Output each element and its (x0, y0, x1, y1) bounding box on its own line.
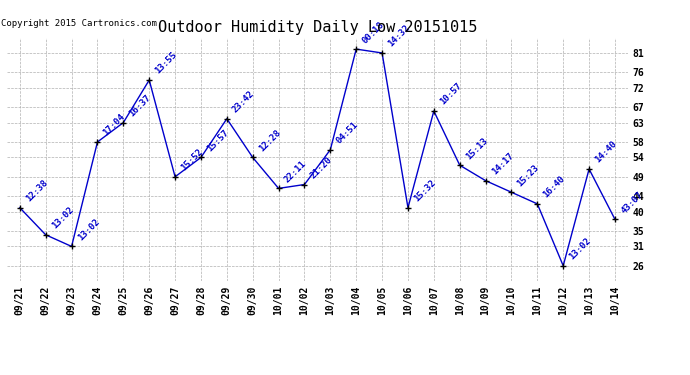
Text: 13:02: 13:02 (50, 205, 75, 231)
Text: 12:28: 12:28 (257, 128, 282, 153)
Text: 15:23: 15:23 (515, 163, 541, 188)
Text: 16:40: 16:40 (542, 174, 567, 200)
Text: 43:07: 43:07 (619, 190, 644, 215)
Text: 21:20: 21:20 (308, 155, 334, 180)
Text: 22:11: 22:11 (283, 159, 308, 184)
Text: 12:38: 12:38 (24, 178, 50, 204)
Text: 15:52: 15:52 (179, 147, 205, 172)
Text: 13:55: 13:55 (153, 51, 179, 76)
Text: 23:42: 23:42 (231, 89, 257, 115)
Text: 14:17: 14:17 (490, 151, 515, 177)
Text: 04:51: 04:51 (335, 120, 360, 146)
Text: Copyright 2015 Cartronics.com: Copyright 2015 Cartronics.com (1, 19, 157, 28)
Text: 13:02: 13:02 (76, 217, 101, 242)
Text: Humidity  (%): Humidity (%) (569, 30, 649, 40)
Text: 14:32: 14:32 (386, 24, 412, 49)
Title: Outdoor Humidity Daily Low 20151015: Outdoor Humidity Daily Low 20151015 (158, 20, 477, 35)
Text: 15:13: 15:13 (464, 136, 489, 161)
Text: 15:32: 15:32 (412, 178, 437, 204)
Text: 16:37: 16:37 (128, 93, 153, 118)
Text: 00:18: 00:18 (360, 20, 386, 45)
Text: 13:02: 13:02 (567, 236, 593, 262)
Text: 10:57: 10:57 (438, 81, 464, 107)
Text: 15:57: 15:57 (205, 128, 230, 153)
Text: 17:04: 17:04 (101, 112, 127, 138)
Text: 14:40: 14:40 (593, 140, 619, 165)
